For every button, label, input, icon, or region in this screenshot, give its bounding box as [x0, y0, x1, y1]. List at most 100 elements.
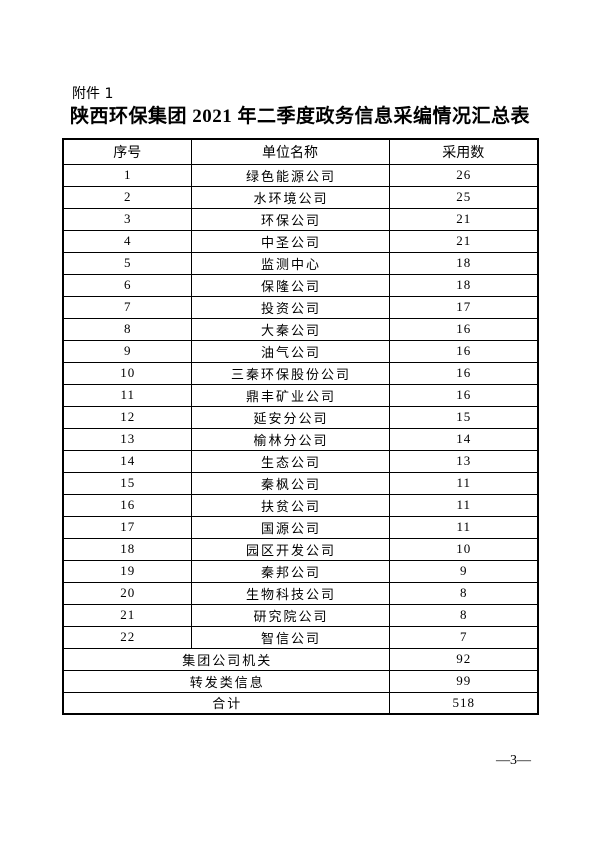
- adopted-count-cell: 18: [388, 251, 539, 275]
- serial-number-cell: 4: [62, 229, 192, 253]
- table-row: 15 秦枫公司 11: [62, 471, 539, 495]
- page-number: —3—: [496, 753, 531, 768]
- table-row: 8 大秦公司 16: [62, 317, 539, 341]
- table-row: 5 监测中心 18: [62, 251, 539, 275]
- summary-label-cell: 集团公司机关: [62, 647, 390, 671]
- unit-name-cell: 中圣公司: [190, 229, 390, 253]
- summary-label-cell: 合计: [62, 691, 390, 715]
- serial-number-cell: 18: [62, 537, 192, 561]
- table-row: 14 生态公司 13: [62, 449, 539, 473]
- serial-number-cell: 22: [62, 625, 192, 649]
- table-row: 1 绿色能源公司 26: [62, 163, 539, 187]
- adopted-count-cell: 10: [388, 537, 539, 561]
- unit-name-cell: 智信公司: [190, 625, 390, 649]
- table-row: 11 鼎丰矿业公司 16: [62, 383, 539, 407]
- table-header-row: 序号 单位名称 采用数: [62, 138, 539, 165]
- serial-number-cell: 15: [62, 471, 192, 495]
- adopted-count-cell: 9: [388, 559, 539, 583]
- summary-label-cell: 转发类信息: [62, 669, 390, 693]
- summary-row: 集团公司机关 92: [62, 647, 539, 671]
- serial-number-cell: 1: [62, 163, 192, 187]
- unit-name-cell: 国源公司: [190, 515, 390, 539]
- adopted-count-cell: 13: [388, 449, 539, 473]
- serial-number-cell: 11: [62, 383, 192, 407]
- summary-value-cell: 99: [388, 669, 539, 693]
- adopted-count-cell: 11: [388, 493, 539, 517]
- adopted-count-cell: 7: [388, 625, 539, 649]
- unit-name-cell: 鼎丰矿业公司: [190, 383, 390, 407]
- table-row: 12 延安分公司 15: [62, 405, 539, 429]
- serial-number-cell: 13: [62, 427, 192, 451]
- page-title: 陕西环保集团 2021 年二季度政务信息采编情况汇总表: [69, 106, 530, 127]
- adopted-count-cell: 18: [388, 273, 539, 297]
- header-unit-name: 单位名称: [190, 138, 390, 165]
- unit-name-cell: 秦邦公司: [190, 559, 390, 583]
- unit-name-cell: 保隆公司: [190, 273, 390, 297]
- unit-name-cell: 秦枫公司: [190, 471, 390, 495]
- unit-name-cell: 环保公司: [190, 207, 390, 231]
- attachment-label: 附件 1: [72, 86, 114, 102]
- unit-name-cell: 扶贫公司: [190, 493, 390, 517]
- header-serial-number: 序号: [62, 138, 192, 165]
- table-row: 13 榆林分公司 14: [62, 427, 539, 451]
- adopted-count-cell: 17: [388, 295, 539, 319]
- serial-number-cell: 9: [62, 339, 192, 363]
- serial-number-cell: 16: [62, 493, 192, 517]
- unit-name-cell: 榆林分公司: [190, 427, 390, 451]
- unit-name-cell: 生物科技公司: [190, 581, 390, 605]
- unit-name-cell: 园区开发公司: [190, 537, 390, 561]
- unit-name-cell: 研究院公司: [190, 603, 390, 627]
- summary-row: 合计 518: [62, 691, 539, 715]
- unit-name-cell: 绿色能源公司: [190, 163, 390, 187]
- table-row: 7 投资公司 17: [62, 295, 539, 319]
- serial-number-cell: 3: [62, 207, 192, 231]
- adopted-count-cell: 25: [388, 185, 539, 209]
- unit-name-cell: 监测中心: [190, 251, 390, 275]
- serial-number-cell: 7: [62, 295, 192, 319]
- serial-number-cell: 17: [62, 515, 192, 539]
- summary-value-cell: 518: [388, 691, 539, 715]
- adopted-count-cell: 16: [388, 383, 539, 407]
- adopted-count-cell: 21: [388, 229, 539, 253]
- adopted-count-cell: 21: [388, 207, 539, 231]
- unit-name-cell: 大秦公司: [190, 317, 390, 341]
- adopted-count-cell: 26: [388, 163, 539, 187]
- serial-number-cell: 10: [62, 361, 192, 385]
- table-row: 6 保隆公司 18: [62, 273, 539, 297]
- serial-number-cell: 8: [62, 317, 192, 341]
- adopted-count-cell: 11: [388, 515, 539, 539]
- adopted-count-cell: 11: [388, 471, 539, 495]
- adopted-count-cell: 8: [388, 603, 539, 627]
- adopted-count-cell: 16: [388, 339, 539, 363]
- table-row: 17 国源公司 11: [62, 515, 539, 539]
- table-row: 4 中圣公司 21: [62, 229, 539, 253]
- serial-number-cell: 6: [62, 273, 192, 297]
- summary-row: 转发类信息 99: [62, 669, 539, 693]
- table-row: 18 园区开发公司 10: [62, 537, 539, 561]
- unit-name-cell: 水环境公司: [190, 185, 390, 209]
- adopted-count-cell: 8: [388, 581, 539, 605]
- adopted-count-cell: 16: [388, 361, 539, 385]
- table-row: 16 扶贫公司 11: [62, 493, 539, 517]
- unit-name-cell: 投资公司: [190, 295, 390, 319]
- table-row: 19 秦邦公司 9: [62, 559, 539, 583]
- serial-number-cell: 14: [62, 449, 192, 473]
- table-row: 9 油气公司 16: [62, 339, 539, 363]
- serial-number-cell: 2: [62, 185, 192, 209]
- serial-number-cell: 21: [62, 603, 192, 627]
- table-row: 10 三秦环保股份公司 16: [62, 361, 539, 385]
- adopted-count-cell: 16: [388, 317, 539, 341]
- adopted-count-cell: 15: [388, 405, 539, 429]
- table-row: 3 环保公司 21: [62, 207, 539, 231]
- adopted-count-cell: 14: [388, 427, 539, 451]
- table-row: 2 水环境公司 25: [62, 185, 539, 209]
- table-row: 22 智信公司 7: [62, 625, 539, 649]
- unit-name-cell: 三秦环保股份公司: [190, 361, 390, 385]
- table-row: 20 生物科技公司 8: [62, 581, 539, 605]
- serial-number-cell: 20: [62, 581, 192, 605]
- serial-number-cell: 5: [62, 251, 192, 275]
- serial-number-cell: 12: [62, 405, 192, 429]
- unit-name-cell: 延安分公司: [190, 405, 390, 429]
- summary-value-cell: 92: [388, 647, 539, 671]
